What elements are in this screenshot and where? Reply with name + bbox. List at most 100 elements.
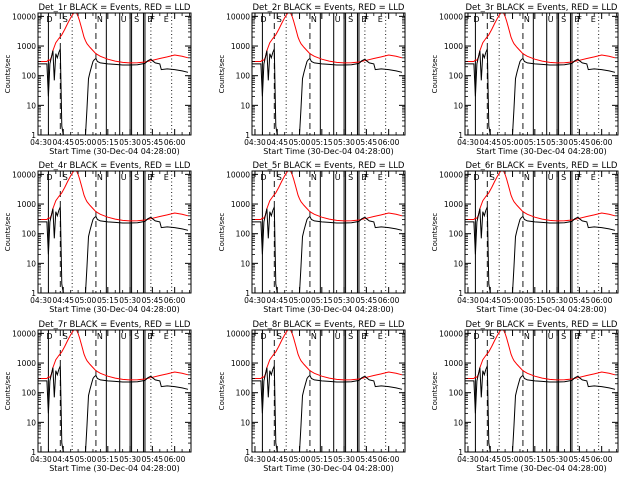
y-tick-label: 10000	[439, 329, 463, 338]
series-line-black	[38, 365, 189, 452]
y-tick-label: 100	[449, 72, 464, 81]
y-tick-label: 100	[22, 72, 37, 81]
y-tick-label: 1000	[231, 359, 250, 368]
series-line-red	[252, 13, 403, 64]
panel-title: Det_1r BLACK = Events, RED = LLD	[39, 3, 191, 13]
y-axis-label: Counts/sec	[218, 55, 226, 94]
y-tick-label: 10000	[12, 12, 36, 21]
x-tick-label: 06:00	[164, 455, 186, 464]
x-tick-label: 05:00	[75, 455, 97, 464]
plot-frame	[251, 329, 406, 453]
x-tick-label: 04:30	[30, 455, 52, 464]
region-label: N	[524, 173, 530, 182]
y-tick-label: 1000	[17, 42, 36, 51]
region-label: E	[378, 332, 383, 341]
region-label: E	[574, 332, 579, 341]
region-label: D	[260, 15, 266, 24]
series-line-red	[38, 330, 189, 381]
x-tick-label: 05:45	[142, 455, 164, 464]
y-tick-label: 10	[240, 259, 250, 268]
x-tick-label: 05:30	[119, 455, 141, 464]
region-label: N	[524, 15, 530, 24]
series-line-black	[465, 365, 616, 452]
x-tick-label: 05:15	[311, 455, 333, 464]
y-tick-label: 1	[458, 448, 463, 457]
region-label: U	[548, 173, 554, 182]
region-label: F	[150, 15, 155, 24]
region-label: S	[63, 332, 68, 341]
series-line-red	[38, 13, 189, 64]
series-line-black	[465, 206, 616, 293]
x-tick-label: 05:00	[289, 455, 311, 464]
plot-frame	[464, 329, 619, 453]
region-label: S	[490, 173, 495, 182]
panel-title: Det_4r BLACK = Events, RED = LLD	[39, 161, 191, 171]
region-label: S	[277, 332, 282, 341]
x-tick-label: 04:45	[266, 138, 288, 147]
x-tick-label: 05:15	[97, 455, 119, 464]
panel-title: Det_6r BLACK = Events, RED = LLD	[466, 161, 618, 171]
region-label: D	[260, 173, 266, 182]
y-tick-label: 10	[240, 418, 250, 427]
x-tick-label: 05:15	[524, 455, 546, 464]
region-label: E	[574, 15, 579, 24]
x-axis-label: Start Time (30-Dec-04 04:28:00)	[263, 464, 394, 473]
x-tick-label: 06:00	[164, 296, 186, 305]
y-tick-label: 10000	[439, 12, 463, 21]
y-axis-label: Counts/sec	[218, 372, 226, 411]
region-label: D	[473, 332, 479, 341]
x-tick-label: 05:45	[569, 296, 591, 305]
region-label: E	[361, 332, 366, 341]
series-line-red	[465, 330, 616, 381]
x-tick-label: 05:00	[75, 296, 97, 305]
y-tick-label: 10	[26, 101, 36, 110]
x-tick-label: 05:00	[75, 138, 97, 147]
x-tick-label: 05:15	[524, 296, 546, 305]
series-line-red	[465, 13, 616, 64]
region-label: S	[134, 173, 139, 182]
x-tick-label: 05:30	[546, 138, 568, 147]
panel-title: Det_3r BLACK = Events, RED = LLD	[466, 3, 618, 13]
series-line-black	[252, 48, 403, 135]
region-label: N	[524, 332, 530, 341]
x-tick-label: 04:45	[266, 296, 288, 305]
x-axis-label: Start Time (30-Dec-04 04:28:00)	[476, 464, 607, 473]
region-label: S	[134, 332, 139, 341]
x-tick-label: 05:00	[502, 296, 524, 305]
y-tick-label: 100	[449, 230, 464, 239]
x-tick-label: 06:00	[591, 455, 613, 464]
y-axis-label: Counts/sec	[218, 213, 226, 252]
region-label: S	[348, 332, 353, 341]
plot-frame	[464, 12, 619, 136]
y-tick-label: 1000	[231, 42, 250, 51]
region-label: E	[361, 173, 366, 182]
x-tick-label: 04:45	[52, 455, 74, 464]
x-tick-label: 05:15	[311, 296, 333, 305]
x-tick-label: 05:45	[356, 296, 378, 305]
region-label: D	[260, 332, 266, 341]
x-tick-label: 05:45	[356, 455, 378, 464]
region-label: F	[150, 173, 155, 182]
region-label: N	[97, 332, 103, 341]
x-tick-label: 05:30	[119, 296, 141, 305]
series-line-black	[252, 206, 403, 293]
series-line-black	[465, 48, 616, 135]
region-label: S	[277, 15, 282, 24]
x-tick-label: 05:30	[333, 296, 355, 305]
y-tick-label: 1	[458, 131, 463, 140]
x-tick-label: 05:45	[142, 296, 164, 305]
region-label: S	[490, 332, 495, 341]
y-axis-label: Counts/sec	[4, 372, 12, 411]
y-tick-label: 10	[453, 418, 463, 427]
region-label: S	[561, 173, 566, 182]
x-axis-label: Start Time (30-Dec-04 04:28:00)	[49, 147, 180, 156]
y-axis-label: Counts/sec	[4, 213, 12, 252]
region-label: E	[378, 15, 383, 24]
x-tick-label: 04:30	[457, 455, 479, 464]
y-axis-label: Counts/sec	[431, 372, 439, 411]
series-line-red	[252, 330, 403, 381]
